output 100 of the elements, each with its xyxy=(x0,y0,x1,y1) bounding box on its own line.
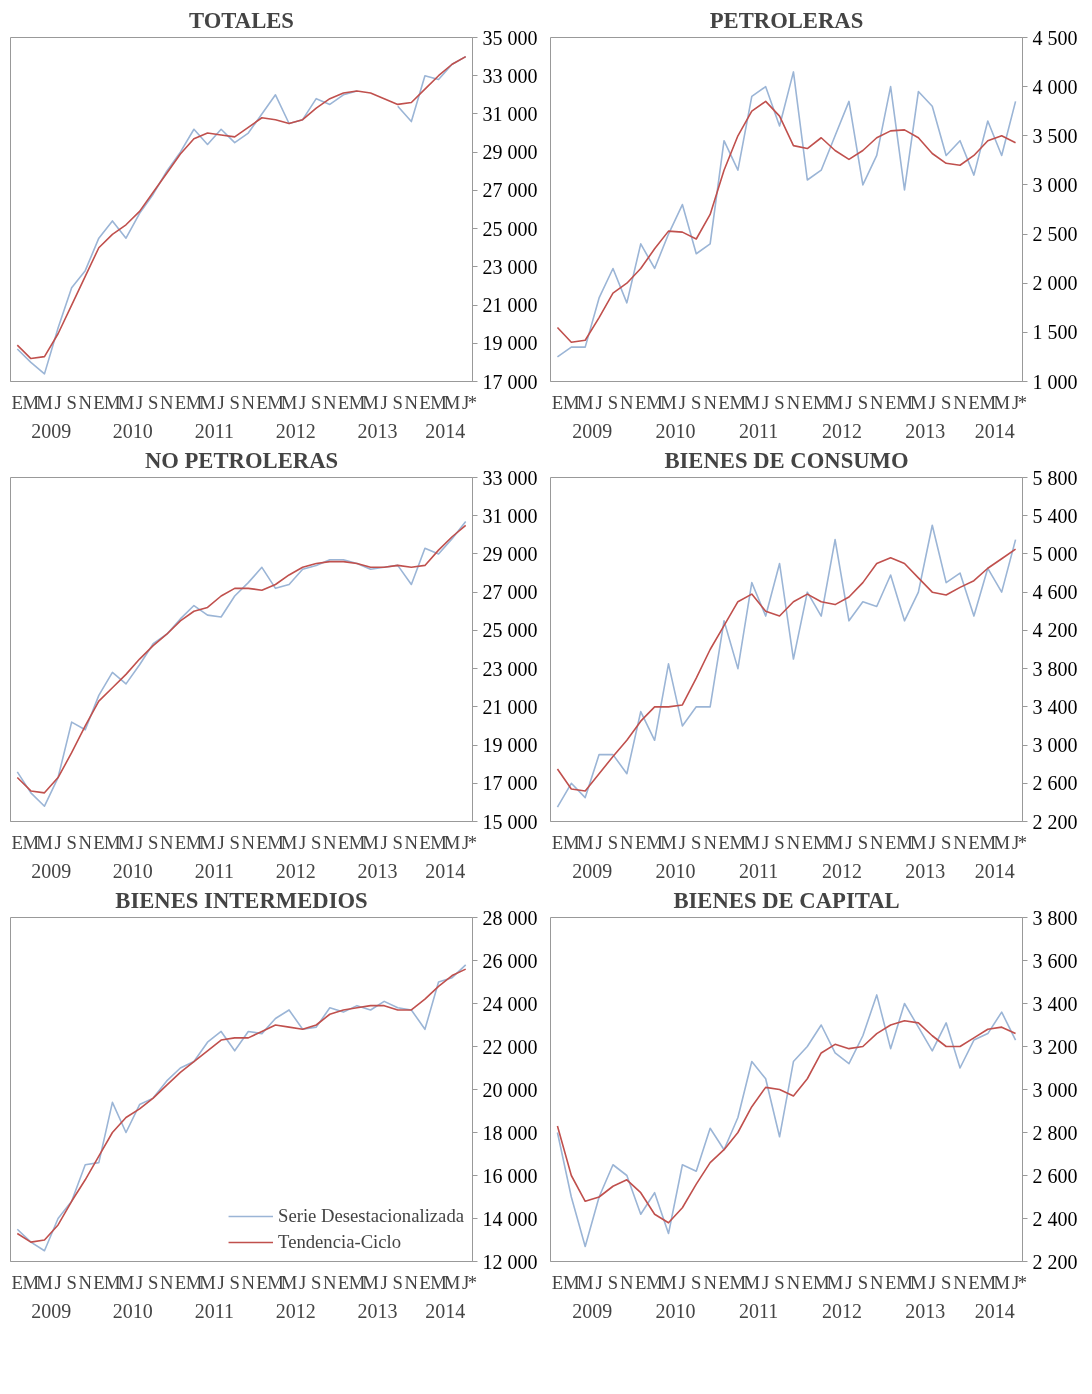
text: 2013 xyxy=(357,1299,398,1322)
x-tick-label: N xyxy=(160,391,175,413)
y-tick-label: 3 400 xyxy=(1032,695,1078,718)
x-tick-label: E xyxy=(256,1271,268,1293)
x-tick-label: E xyxy=(635,391,647,413)
x-tick-label: E xyxy=(419,391,431,413)
y-tick-label: 2 500 xyxy=(1032,223,1078,246)
y-tick-label: 2 400 xyxy=(1032,1207,1078,1230)
text: 2009 xyxy=(31,1299,72,1322)
x-tick-label: N xyxy=(703,831,718,853)
x-tick-label: J xyxy=(678,1271,687,1293)
x-tick-label: M xyxy=(117,1271,135,1293)
line-series xyxy=(556,71,1017,358)
x-tick-label: J xyxy=(928,391,936,413)
y-tick-label: 16 000 xyxy=(482,1164,538,1187)
x-tick-label: J xyxy=(762,831,770,853)
x-tick-label: S xyxy=(229,391,240,413)
x-tick-label: N xyxy=(78,1271,93,1293)
x-tick-label: S xyxy=(66,391,77,413)
text: 2009 xyxy=(572,1299,613,1322)
x-tick-label: J xyxy=(135,831,144,853)
x-tick-label: J xyxy=(595,1271,603,1293)
x-tick-label: N xyxy=(786,831,801,853)
x-tick-label: J xyxy=(762,1271,770,1293)
x-tick-label: S xyxy=(857,831,869,853)
x-tick-label: M xyxy=(910,831,928,853)
x-tick-label: S xyxy=(857,391,869,413)
y-tick-label: 20 000 xyxy=(482,1078,538,1101)
x-tick-label: J xyxy=(299,831,307,853)
text: 2010 xyxy=(112,1299,153,1322)
x-tick-label: S xyxy=(311,831,322,853)
x-tick-label: J xyxy=(54,831,62,853)
x-tick-label: N xyxy=(953,391,968,413)
chart-title: PETROLERAS xyxy=(709,7,864,33)
text: 2014 xyxy=(974,1299,1015,1322)
x-tick-label: S xyxy=(774,1271,785,1293)
text: 2013 xyxy=(905,419,946,442)
x-tick-label: J xyxy=(135,391,144,413)
x-tick-label: E xyxy=(718,391,730,413)
x-tick-label: M xyxy=(576,831,594,853)
text: 2011 xyxy=(739,859,779,882)
x-tick-label: E xyxy=(635,831,647,853)
y-tick-label: 23 000 xyxy=(482,255,538,278)
x-tick-label: N xyxy=(786,391,801,413)
x-tick-label: E xyxy=(174,831,187,853)
x-tick-label: N xyxy=(870,1271,884,1293)
y-tick-label: 4 000 xyxy=(1032,75,1078,98)
x-tick-label: S xyxy=(774,391,785,413)
y-tick-label: 22 000 xyxy=(482,1035,538,1058)
x-tick-label: N xyxy=(160,831,175,853)
x-tick-label: J xyxy=(299,391,307,413)
x-tick-label: J xyxy=(217,831,225,853)
y-tick-label: 3 000 xyxy=(1032,734,1078,757)
y-tick-label: 33 000 xyxy=(482,64,538,87)
x-tick-label: E xyxy=(256,831,268,853)
x-tick-label: S xyxy=(607,391,619,413)
x-tick-label: M xyxy=(117,391,135,413)
text: 2011 xyxy=(194,1299,234,1322)
text: 2011 xyxy=(739,1299,779,1322)
x-tick-label: M xyxy=(280,391,298,413)
x-tick-label: N xyxy=(703,1271,718,1293)
x-tick-label: J xyxy=(595,831,603,853)
y-tick-label: 3 800 xyxy=(1032,906,1078,929)
y-tick-label: 27 000 xyxy=(482,581,538,604)
x-tick-label: J xyxy=(380,831,388,853)
x-tick-label: S xyxy=(857,1271,869,1293)
x-tick-label: N xyxy=(78,831,93,853)
text: 2014 xyxy=(425,419,466,442)
line-series xyxy=(556,994,1017,1248)
x-tick-label: M xyxy=(280,1271,298,1293)
x-tick-label: N xyxy=(953,831,968,853)
x-tick-label: J xyxy=(299,1271,307,1293)
y-tick-label: 21 000 xyxy=(482,294,538,317)
x-tick-label: E xyxy=(801,1271,814,1293)
x-tick-label: S xyxy=(940,1271,952,1293)
x-tick-label: S xyxy=(774,831,785,853)
text: 2013 xyxy=(357,419,398,442)
x-tick-label: S xyxy=(147,391,159,413)
y-tick-label: 3 000 xyxy=(1032,173,1078,196)
legend-label: Serie Desestacionalizada xyxy=(278,1205,464,1227)
x-tick-label: E xyxy=(718,1271,730,1293)
x-tick-label: N xyxy=(620,831,635,853)
x-tick-label: M xyxy=(576,1271,594,1293)
text: 2011 xyxy=(194,419,234,442)
text: 2014 xyxy=(974,419,1015,442)
y-tick-label: 2 800 xyxy=(1032,1121,1078,1144)
y-tick-label: 5 400 xyxy=(1032,504,1078,527)
x-tick-label: N xyxy=(404,1271,419,1293)
y-tick-label: 2 200 xyxy=(1032,1250,1078,1273)
x-tick-label: E xyxy=(801,831,814,853)
text: 2010 xyxy=(655,419,696,442)
x-tick-label: J xyxy=(678,831,687,853)
x-tick-label: J xyxy=(135,1271,144,1293)
x-tick-label: J xyxy=(54,391,62,413)
x-tick-label: J xyxy=(845,391,853,413)
x-tick-label: S xyxy=(392,831,403,853)
x-tick-label: N xyxy=(870,831,884,853)
x-tick-label: M xyxy=(910,1271,928,1293)
x-tick-label: S xyxy=(940,831,952,853)
x-tick-label: S xyxy=(607,1271,619,1293)
